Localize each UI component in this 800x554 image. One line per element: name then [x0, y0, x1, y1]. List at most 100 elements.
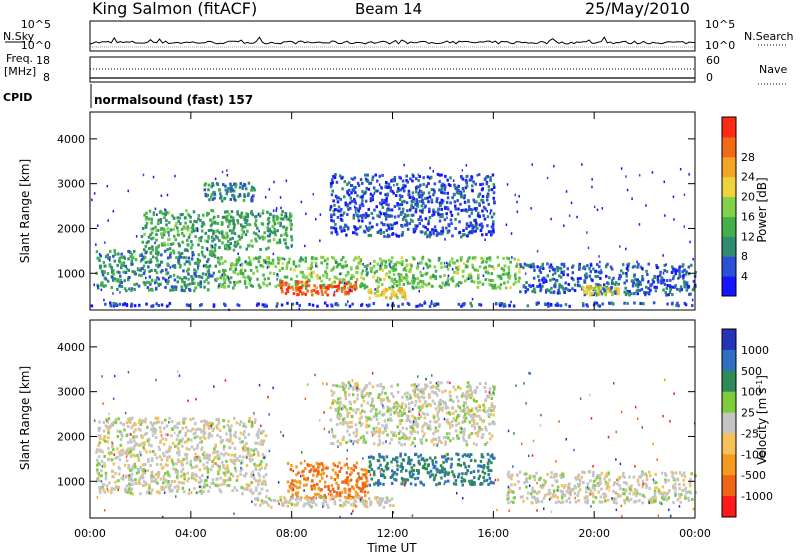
power-cell — [391, 269, 395, 273]
power-cell — [489, 178, 492, 182]
power-cell — [380, 198, 384, 202]
velocity-cell — [234, 469, 238, 473]
power-cell — [288, 257, 291, 261]
velocity-cell — [112, 462, 115, 466]
power-cell — [516, 262, 519, 266]
power-cell — [482, 214, 485, 218]
power-cell — [167, 221, 171, 225]
power-cell — [450, 257, 454, 261]
velocity-cell — [467, 410, 471, 414]
velocity-cell — [250, 481, 253, 484]
power-cell — [362, 213, 366, 217]
power-cell — [280, 288, 284, 291]
velocity-cell — [426, 424, 430, 428]
power-cell — [486, 215, 490, 219]
velocity-cell — [391, 474, 394, 478]
velocity-cell — [467, 389, 470, 393]
power-cell — [280, 213, 283, 217]
power-cell — [320, 255, 323, 259]
power-cell — [369, 181, 373, 185]
velocity-cell — [118, 467, 121, 471]
power-cell — [394, 194, 398, 197]
power-cell — [373, 192, 376, 195]
power-cell — [502, 304, 505, 308]
power-cell — [330, 283, 334, 287]
power-cell — [263, 282, 266, 286]
velocity-cell — [419, 405, 422, 409]
velocity-cell — [249, 489, 252, 493]
power-cell — [254, 237, 257, 241]
velocity-cell — [368, 483, 371, 487]
velocity-cell — [330, 484, 334, 487]
power-cell — [177, 251, 181, 255]
power-cell — [614, 287, 617, 291]
velocity-cell — [138, 482, 142, 486]
power-cell — [614, 289, 617, 293]
power-cell — [541, 262, 545, 266]
power-cell — [347, 300, 349, 303]
power-cell — [243, 280, 247, 284]
power-cell — [398, 280, 401, 284]
velocity-cell — [455, 452, 458, 456]
power-cell — [482, 205, 486, 209]
velocity-cell — [222, 482, 226, 486]
power-cell — [281, 262, 284, 266]
power-cell — [433, 265, 437, 269]
velocity-cell — [364, 415, 368, 419]
velocity-cell — [130, 466, 134, 470]
power-cell — [478, 215, 481, 219]
power-cell — [183, 283, 187, 287]
velocity-cell — [378, 453, 381, 456]
velocity-cell — [141, 473, 144, 477]
velocity-cell — [354, 386, 358, 390]
velocity-cell — [99, 448, 102, 452]
velocity-cell — [168, 455, 171, 459]
velocity-cell — [320, 462, 324, 466]
power-cell — [289, 212, 292, 216]
velocity-cell — [129, 438, 132, 442]
velocity-cell — [151, 433, 155, 437]
power-cell — [150, 304, 153, 308]
velocity-cell — [262, 429, 265, 433]
velocity-cell — [141, 463, 145, 467]
velocity-cell — [260, 439, 263, 443]
power-cell — [440, 261, 443, 265]
velocity-cell — [160, 458, 163, 462]
velocity-cell — [150, 422, 154, 426]
power-cell — [405, 223, 409, 227]
velocity-cell — [149, 450, 152, 454]
power-cell — [441, 199, 445, 203]
power-cell — [412, 274, 415, 278]
power-cell — [425, 263, 429, 267]
power-cell — [692, 286, 696, 290]
velocity-cell — [110, 491, 113, 495]
velocity-cell — [140, 468, 144, 472]
power-cell — [155, 302, 158, 306]
power-cell — [197, 253, 200, 257]
velocity-cell — [162, 475, 166, 478]
power-cell — [383, 291, 386, 295]
power-cell — [266, 222, 270, 226]
velocity-cell — [213, 447, 216, 451]
power-cell — [161, 235, 164, 239]
power-cell — [389, 265, 391, 268]
power-cell — [187, 243, 190, 247]
power-cell — [567, 282, 570, 286]
power-cell — [506, 272, 510, 276]
power-cell — [545, 291, 547, 294]
velocity-cell — [204, 422, 207, 425]
velocity-cell — [244, 425, 248, 429]
power-cell — [99, 266, 102, 270]
velocity-cell — [421, 466, 425, 469]
power-cell — [187, 277, 190, 281]
power-cell — [408, 196, 412, 199]
velocity-cell — [425, 458, 429, 462]
power-cell — [226, 218, 229, 222]
velocity-cell — [344, 490, 347, 494]
velocity-cell — [232, 433, 236, 437]
velocity-cell — [393, 431, 396, 435]
power-cell — [385, 184, 388, 188]
velocity-cell — [240, 459, 244, 463]
power-cell — [247, 261, 250, 265]
power-cell — [236, 303, 239, 307]
